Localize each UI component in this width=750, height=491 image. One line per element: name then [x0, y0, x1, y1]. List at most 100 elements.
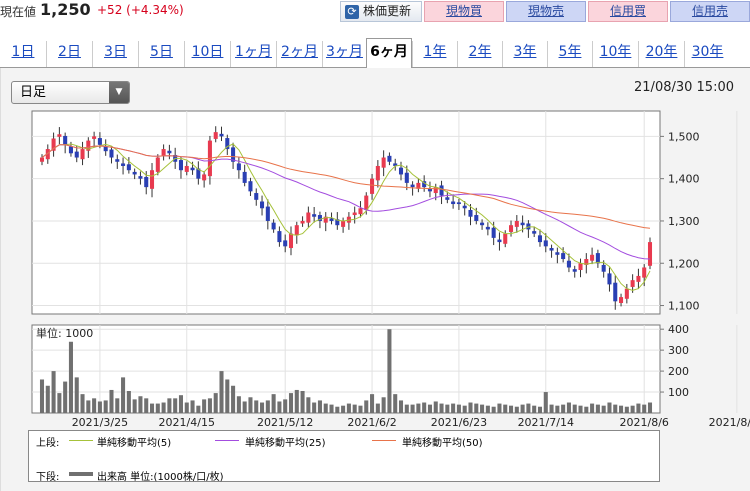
volume-bar: [630, 405, 635, 413]
candle-body: [202, 174, 207, 181]
volume-bar: [398, 400, 404, 413]
candle-body: [306, 212, 311, 223]
tab-1y[interactable]: 1年: [412, 41, 457, 67]
candle-body: [636, 275, 641, 282]
tab-1m[interactable]: 1ヶ月: [230, 41, 276, 67]
tab-2y[interactable]: 2年: [457, 41, 502, 67]
legend-ma5: 単純移動平均(5): [97, 438, 172, 449]
candle-body: [433, 187, 438, 194]
cash-sell-button[interactable]: 現物売: [506, 1, 586, 22]
candle-body: [445, 197, 450, 200]
price-change: +52 (+4.34%): [97, 3, 184, 17]
margin-sell-button[interactable]: 信用売: [670, 1, 750, 22]
candle-body: [341, 220, 346, 227]
volume-bar: [601, 405, 606, 413]
volume-bar: [543, 392, 548, 413]
candle-body: [115, 159, 120, 162]
candle-body: [167, 150, 172, 154]
candle-body: [155, 157, 160, 172]
x-tick-label: 2021/6/2: [347, 416, 396, 429]
quote-header: 現在値 1,250 +52 (+4.34%) ⟳ 株価更新 現物買 現物売 信用…: [0, 0, 750, 26]
chevron-down-icon: ▼: [109, 82, 129, 103]
volume-bar: [254, 400, 259, 413]
stock-chart: 2021/3/25 2021/4/15 2021/5/12 2021/6/2 2021/…: [31, 110, 750, 429]
volume-bar: [613, 404, 618, 413]
tab-10y[interactable]: 10年: [592, 41, 638, 67]
candle-body: [532, 231, 537, 234]
volume-tick-label: 400: [668, 323, 689, 336]
margin-buy-button[interactable]: 信用買: [588, 1, 668, 22]
candle-body: [39, 157, 45, 162]
candle-body: [86, 140, 91, 151]
volume-bar: [642, 404, 647, 413]
volume-bar: [404, 404, 409, 413]
volume-bar: [491, 406, 496, 413]
candle-body: [595, 253, 600, 264]
volume-bar: [271, 394, 276, 413]
candle-body: [630, 280, 635, 287]
candle-body: [613, 282, 618, 302]
candle-body: [509, 225, 514, 232]
volume-plot-area: [31, 324, 661, 414]
candle-body: [231, 147, 236, 162]
tab-30y[interactable]: 30年: [684, 41, 730, 67]
volume-bar: [416, 403, 421, 413]
tab-5d[interactable]: 5日: [138, 41, 184, 67]
volume-bar: [607, 402, 612, 413]
candle-body: [410, 184, 415, 188]
candle-body: [80, 149, 85, 160]
candle-body: [474, 215, 479, 221]
candle-body: [283, 240, 288, 247]
volume-bar: [317, 400, 322, 413]
candle-body: [196, 168, 201, 179]
tab-20y[interactable]: 20年: [638, 41, 684, 67]
volume-bar: [387, 329, 392, 413]
volume-tick-label: 100: [668, 386, 689, 399]
volume-bar: [144, 398, 149, 413]
candle-body: [294, 225, 299, 236]
candle-body: [149, 170, 155, 189]
refresh-price-button[interactable]: ⟳ 株価更新: [340, 1, 422, 22]
candle-body: [393, 163, 398, 166]
candle-body: [51, 138, 56, 151]
tab-6m[interactable]: 6ヶ月: [366, 38, 412, 69]
chart-legend: 上段: 単純移動平均(5) 単純移動平均(25) 単純移動平均(50) 下段: …: [28, 430, 660, 483]
candle-body: [404, 172, 409, 183]
legend-ma50: 単純移動平均(50): [402, 438, 483, 449]
volume-bar: [590, 403, 595, 413]
candle-body: [265, 206, 270, 221]
candle-body: [109, 149, 114, 158]
volume-bar: [207, 398, 212, 413]
candle-body: [514, 220, 519, 227]
tab-2d[interactable]: 2日: [46, 41, 92, 67]
tab-10d[interactable]: 10日: [184, 41, 230, 67]
tab-1d[interactable]: 1日: [11, 44, 35, 60]
x-tick-label: 2021/8/6: [620, 416, 669, 429]
volume-tick-label: 300: [668, 344, 689, 357]
candle-body: [236, 163, 241, 171]
candle-body: [601, 264, 606, 272]
candle-body: [300, 220, 305, 224]
cash-buy-button[interactable]: 現物買: [424, 1, 504, 22]
volume-bar: [480, 404, 485, 413]
volume-bar: [619, 405, 624, 413]
tab-3y[interactable]: 3年: [502, 41, 547, 67]
tab-5y[interactable]: 5年: [547, 41, 592, 67]
price-value: 1,250: [40, 0, 91, 19]
volume-bar: [109, 389, 114, 413]
candle-body: [561, 253, 566, 260]
price-tick-label: 1,400: [668, 173, 700, 186]
tab-2m[interactable]: 2ヶ月: [276, 41, 322, 67]
candle-body: [503, 233, 508, 244]
volume-bar: [595, 404, 600, 413]
volume-bar: [549, 404, 554, 413]
volume-bar: [427, 404, 432, 413]
volume-bar: [161, 402, 166, 413]
volume-bar: [323, 403, 328, 413]
volume-bar: [532, 405, 537, 413]
candle-body: [68, 146, 73, 154]
chart-interval-select[interactable]: 日足 ▼: [11, 81, 130, 104]
ma5-line: [41, 143, 651, 291]
tab-3d[interactable]: 3日: [92, 41, 138, 67]
tab-3m[interactable]: 3ヶ月: [322, 41, 366, 67]
